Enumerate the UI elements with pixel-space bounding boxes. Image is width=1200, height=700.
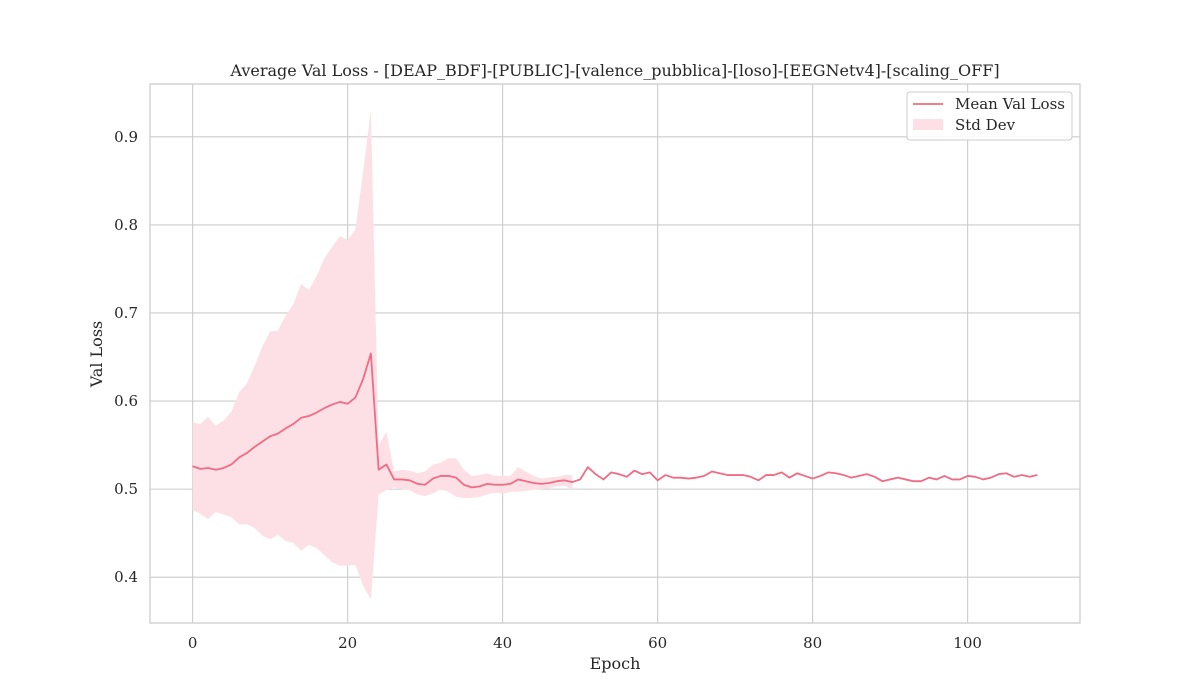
y-tick-label: 0.6 bbox=[114, 392, 138, 410]
x-tick-label: 20 bbox=[338, 634, 357, 652]
y-tick-label: 0.9 bbox=[114, 128, 138, 146]
x-tick-label: 40 bbox=[493, 634, 512, 652]
legend-label-std: Std Dev bbox=[955, 116, 1016, 134]
mean-line-layer bbox=[192, 352, 1038, 489]
y-tick-label: 0.7 bbox=[114, 304, 138, 322]
y-axis-label: Val Loss bbox=[87, 321, 106, 389]
y-tick-label: 0.5 bbox=[114, 480, 138, 498]
legend-band-swatch bbox=[913, 119, 943, 130]
x-tick-label: 80 bbox=[803, 634, 822, 652]
y-tick-labels: 0.4 0.5 0.6 0.7 0.8 0.9 bbox=[114, 128, 138, 586]
grid-lines bbox=[150, 84, 1080, 623]
std-dev-band-layer bbox=[192, 110, 573, 600]
x-tick-label: 100 bbox=[953, 634, 982, 652]
x-tick-label: 0 bbox=[188, 634, 198, 652]
x-tick-label: 60 bbox=[648, 634, 667, 652]
y-tick-label: 0.4 bbox=[114, 568, 138, 586]
plot-frame bbox=[149, 83, 1081, 624]
chart-title: Average Val Loss - [DEAP_BDF]-[PUBLIC]-[… bbox=[229, 61, 999, 80]
x-axis-label: Epoch bbox=[590, 654, 641, 673]
legend-box bbox=[906, 91, 1073, 141]
y-tick-label: 0.8 bbox=[114, 216, 138, 234]
x-tick-labels: 0 20 40 60 80 100 bbox=[188, 634, 982, 652]
std-dev-band bbox=[192, 110, 573, 600]
mean-val-loss-line bbox=[192, 352, 1038, 489]
legend: Mean Val Loss Std Dev bbox=[906, 91, 1073, 141]
legend-label-mean: Mean Val Loss bbox=[955, 95, 1065, 113]
